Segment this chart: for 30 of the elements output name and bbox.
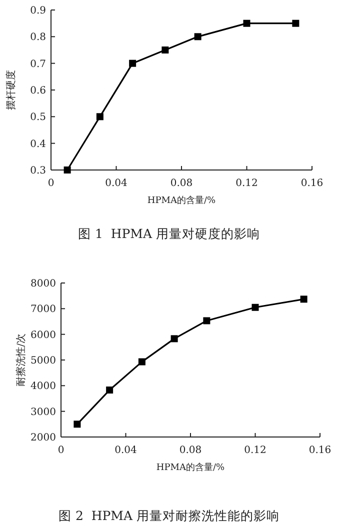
x-axis-title: HPMA的含量/% (156, 462, 226, 473)
x-tick-label: 0.16 (300, 178, 324, 189)
y-tick-label: 8000 (30, 278, 56, 290)
y-tick-label: 0.6 (30, 86, 46, 96)
x-tick-label: 0.12 (236, 178, 258, 189)
x-tick-label: 0.08 (170, 178, 193, 189)
y-tick-label: 0.7 (30, 58, 46, 70)
y-axis-title: 耐擦洗性/次 (15, 333, 27, 387)
x-tick-label: 0.04 (105, 178, 128, 189)
y-tick-label: 7000 (30, 304, 56, 316)
y-tick-label: 3000 (30, 406, 56, 418)
y-axis-title: 摆杆硬度 (5, 70, 17, 110)
y-tick-label: 0.5 (30, 112, 46, 124)
x-tick-label: 0 (48, 178, 54, 189)
x-tick-label: 0.12 (244, 445, 266, 456)
y-tick-label: 0.3 (30, 166, 46, 176)
x-tick-label: 0.08 (179, 445, 202, 456)
y-tick-label: 0.9 (30, 6, 46, 16)
x-tick-label: 0 (58, 445, 64, 456)
text: 图 1 HPMA 用量对硬度的影响 (78, 226, 260, 241)
x-tick-label: 0.04 (114, 445, 137, 456)
y-tick-label: 6000 (30, 330, 56, 341)
y-tick-label: 0.4 (30, 138, 46, 150)
y-tick-label: 2000 (30, 432, 56, 444)
x-tick-label: 0.16 (308, 445, 332, 456)
y-tick-label: 4000 (30, 381, 56, 392)
y-tick-label: 0.8 (30, 32, 46, 44)
y-tick-label: 5000 (30, 356, 56, 366)
x-axis-title: HPMA的含量/% (147, 195, 216, 206)
text: 图 2 HPMA 用量对耐擦洗性能的影响 (58, 508, 280, 523)
